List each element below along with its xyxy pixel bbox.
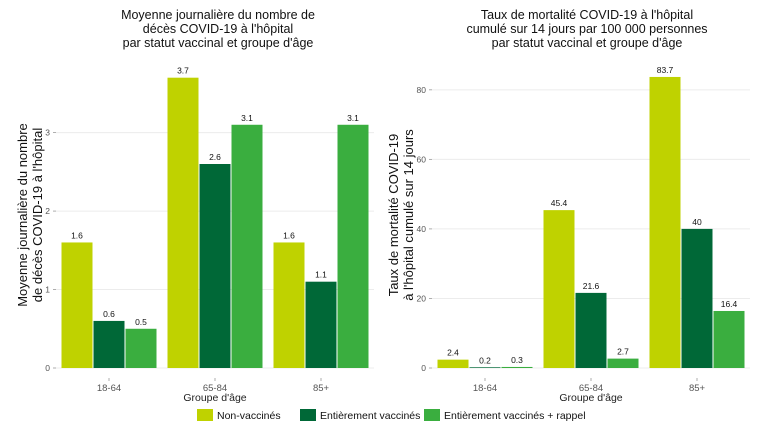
- bar: [501, 366, 533, 368]
- bar: [543, 210, 575, 368]
- data-label: 16.4: [721, 299, 738, 309]
- bar: [93, 320, 125, 368]
- bar: [437, 359, 469, 368]
- y-tick-label: 80: [417, 85, 427, 95]
- data-label: 3.7: [177, 66, 189, 76]
- y-tick-label: 3: [45, 128, 50, 138]
- x-tick-label: 85+: [689, 383, 706, 394]
- x-tick-label: 18-64: [473, 383, 497, 394]
- bar: [125, 328, 157, 368]
- y-axis-label-line: à l'hôpital cumulé sur 14 jours: [401, 129, 416, 301]
- chart-title-line: Moyenne journalière du nombre de: [121, 8, 315, 22]
- data-label: 2.6: [209, 152, 221, 162]
- bar: [199, 164, 231, 368]
- data-label: 0.5: [135, 317, 147, 327]
- bar: [713, 310, 745, 368]
- data-label: 0.6: [103, 309, 115, 319]
- data-label: 3.1: [347, 113, 359, 123]
- y-tick-label: 20: [417, 293, 427, 303]
- legend-swatch: [197, 409, 213, 421]
- legend-label: Entièrement vaccinés: [320, 410, 420, 422]
- data-label: 40: [692, 217, 702, 227]
- x-tick-label: 85+: [313, 383, 330, 394]
- data-label: 21.6: [583, 281, 600, 291]
- y-tick-label: 2: [45, 206, 50, 216]
- bar: [61, 242, 93, 368]
- data-label: 45.4: [551, 198, 568, 208]
- data-label: 83.7: [657, 65, 674, 75]
- bar: [469, 367, 501, 368]
- x-tick-label: 65-84: [579, 383, 603, 394]
- y-tick-label: 40: [417, 224, 427, 234]
- bar: [681, 228, 713, 368]
- y-axis-label-line: de décès COVID-19 à l'hôpital: [30, 128, 45, 303]
- y-tick-label: 0: [421, 363, 426, 373]
- data-label: 2.7: [617, 347, 629, 357]
- bar: [231, 124, 263, 369]
- legend-label: Entièrement vaccinés + rappel: [444, 410, 586, 422]
- chart-title-line: Taux de mortalité COVID-19 à l'hôpital: [481, 8, 693, 22]
- bar: [337, 124, 369, 369]
- y-tick-label: 0: [45, 363, 50, 373]
- legend-label: Non-vaccinés: [217, 410, 281, 422]
- data-label: 0.3: [511, 355, 523, 365]
- chart-title-line: par statut vaccinal et groupe d'âge: [492, 36, 683, 50]
- chart-legend: Non-vaccinés Entièrement vaccinés Entièrem…: [197, 409, 586, 422]
- y-tick-label: 60: [417, 154, 427, 164]
- chart-title-line: décès COVID-19 à l'hôpital: [143, 22, 293, 36]
- bar: [649, 76, 681, 368]
- data-label: 3.1: [241, 113, 253, 123]
- y-tick-label: 1: [45, 285, 50, 295]
- bar: [305, 281, 337, 368]
- bar: [607, 358, 639, 368]
- bar: [575, 292, 607, 368]
- data-label: 2.4: [447, 348, 459, 358]
- data-label: 0.2: [479, 355, 491, 365]
- right-chart-panel: Taux de mortalité COVID-19 à l'hôpitalcu…: [386, 8, 750, 404]
- bar: [273, 242, 305, 368]
- legend-swatch: [300, 409, 316, 421]
- bar: [167, 77, 199, 368]
- y-axis-label-line: Taux de mortalité COVID-19: [386, 134, 401, 297]
- data-label: 1.6: [283, 230, 295, 240]
- x-tick-label: 65-84: [203, 383, 227, 394]
- x-axis-label: Groupe d'âge: [559, 392, 622, 404]
- chart-title-line: cumulé sur 14 jours par 100 000 personne…: [466, 22, 707, 36]
- legend-swatch: [424, 409, 440, 421]
- x-axis-label: Groupe d'âge: [183, 392, 246, 404]
- y-axis-label-line: Moyenne journalière du nombre: [15, 123, 30, 307]
- chart-title-line: par statut vaccinal et groupe d'âge: [123, 36, 314, 50]
- data-label: 1.1: [315, 270, 327, 280]
- x-tick-label: 18-64: [97, 383, 121, 394]
- data-label: 1.6: [71, 230, 83, 240]
